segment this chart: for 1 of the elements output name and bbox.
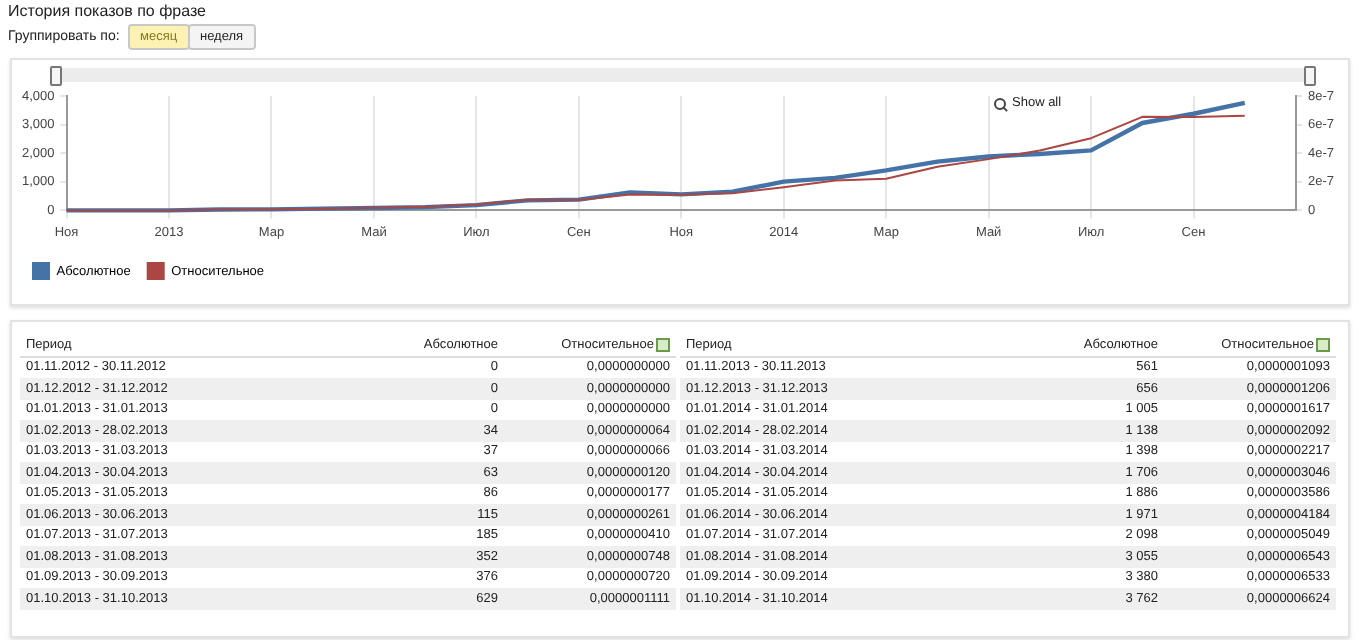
chart-title: История показов по фразе bbox=[8, 2, 206, 20]
